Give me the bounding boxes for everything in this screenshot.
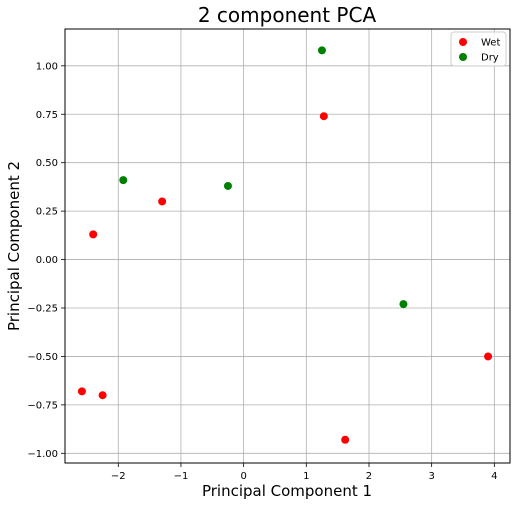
y-tick-label: 1.00 [36,61,58,72]
y-tick-label: 0.00 [36,255,58,266]
data-point-wet [77,387,86,396]
legend: Wet Dry [450,31,507,67]
plot-frame [64,28,511,464]
data-point-dry [399,300,408,309]
y-tick-label: −1.00 [27,449,58,460]
axis-ticks: −2 −1 0 1 2 3 4 −1.00 −0.75 −0.50 −0.25 0.00 0.25 0.5… [27,61,497,482]
y-tick-label: −0.25 [27,304,58,315]
data-point-wet [98,391,107,400]
x-axis-label: Principal Component 1 [202,482,372,500]
y-tick-label: −0.50 [27,352,58,363]
x-tick-label: −2 [111,471,126,482]
data-point-dry [119,176,128,185]
legend-label-wet: Wet [481,38,500,49]
y-axis-label: Principal Component 2 [5,161,23,331]
data-point-dry [317,46,326,55]
legend-marker-wet [459,38,467,46]
grid-lines [65,29,510,463]
legend-label-dry: Dry [481,53,499,64]
x-tick-label: 1 [303,471,309,482]
data-points [77,46,493,444]
x-tick-label: −1 [174,471,189,482]
legend-marker-dry [459,53,467,61]
data-point-wet [89,230,98,239]
x-tick-label: 4 [491,471,497,482]
data-point-dry [223,181,232,190]
data-point-wet [484,352,493,361]
y-tick-label: −0.75 [27,400,58,411]
x-tick-label: 3 [428,471,434,482]
data-point-wet [319,112,328,121]
chart-title: 2 component PCA [198,3,377,27]
y-tick-label: 0.50 [36,158,58,169]
x-tick-label: 0 [240,471,246,482]
x-tick-label: 2 [366,471,372,482]
data-point-wet [158,197,167,206]
y-tick-label: 0.75 [36,110,58,121]
data-point-wet [341,435,350,444]
y-tick-label: 0.25 [36,207,58,218]
